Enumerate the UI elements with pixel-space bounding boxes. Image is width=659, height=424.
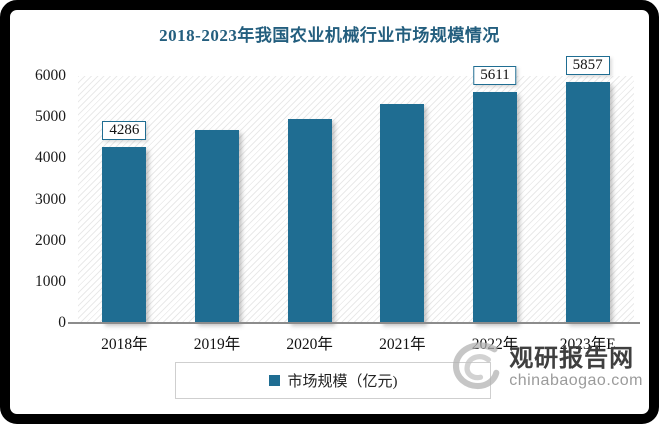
plot-area: 4286 5611 5857 (78, 55, 634, 323)
bar-column (171, 76, 264, 323)
bar (380, 104, 425, 323)
y-tick-label: 0 (58, 314, 66, 331)
bar-column: 5611 (449, 66, 542, 323)
bar-column (263, 76, 356, 323)
bar-data-label: 4286 (102, 120, 147, 140)
watermark: 观研报告网 chinabaogao.com (449, 340, 643, 395)
legend-swatch-icon (268, 375, 280, 386)
bar-column: 4286 (78, 76, 171, 323)
watermark-name: 观研报告网 (509, 344, 635, 372)
bar-column: 5857 (541, 55, 634, 323)
bar-data-label: 5611 (473, 66, 517, 86)
x-tick-label: 2020年 (286, 336, 333, 353)
x-tick-label: 2018年 (101, 336, 148, 353)
legend: 市场规模（亿元) (175, 362, 491, 399)
x-tick-label: 2022年 (471, 336, 519, 353)
legend-label: 市场规模（亿元) (287, 374, 398, 390)
y-tick-label: 3000 (35, 190, 66, 208)
bar (194, 129, 239, 323)
chart-canvas: 2018-2023年我国农业机械行业市场规模情况 0 1000 2000 3000 40… (10, 10, 649, 414)
chart-title: 2018-2023年我国农业机械行业市场规模情况 (159, 26, 500, 45)
y-tick-label: 4000 (35, 149, 66, 167)
y-tick-label: 2000 (35, 231, 66, 249)
y-tick-label: 6000 (35, 67, 66, 84)
bar (287, 119, 332, 323)
y-tick-label: 5000 (35, 108, 66, 126)
x-axis-labels: 2018年 2019年 2020年 2021年 2022年 2023年E (78, 332, 634, 354)
bar (565, 81, 610, 323)
watermark-domain: chinabaogao.com (509, 371, 643, 389)
bar (102, 146, 147, 323)
x-tick-label: 2023年E (559, 336, 616, 353)
y-tick-label: 1000 (35, 272, 66, 290)
x-axis-line (68, 322, 640, 324)
x-tick-label: 2021年 (379, 336, 426, 353)
y-axis: 0 1000 2000 3000 4000 5000 6000 (10, 67, 66, 331)
x-tick-label: 2019年 (193, 336, 241, 353)
bar (472, 92, 517, 323)
bar-data-label: 5857 (565, 55, 610, 75)
swirl-logo-icon (449, 340, 505, 395)
bar-column (356, 76, 449, 323)
